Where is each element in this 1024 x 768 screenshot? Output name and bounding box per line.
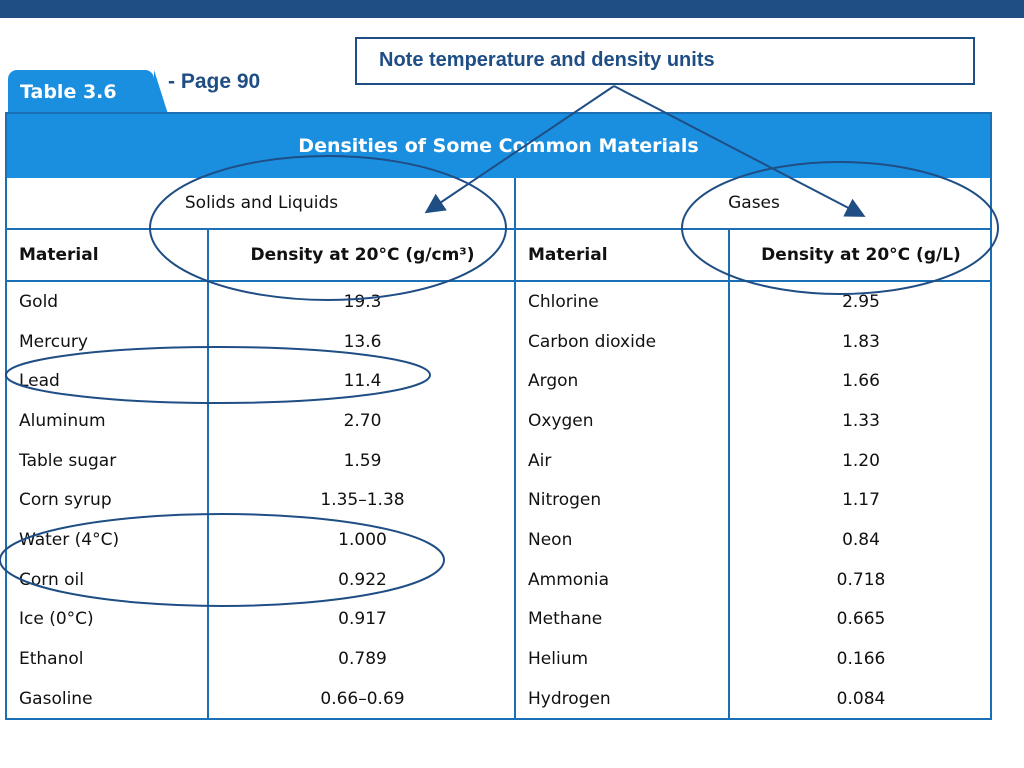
density-solid-cell: 0.789 [208, 639, 516, 679]
density-solid-cell: 1.000 [208, 520, 516, 560]
column-header-row: Material Density at 20°C (g/cm³) Materia… [7, 229, 990, 282]
table-row: Mercury 13.6 Carbon dioxide 1.83 [7, 321, 990, 362]
table-number-tab: Table 3.6 [8, 70, 168, 114]
table-body: Gold 19.3 Chlorine 2.95 Mercury 13.6 Carbon di… [7, 281, 990, 719]
density-gas-cell: 0.718 [836, 569, 886, 590]
table-title: Densities of Some Common Materials [7, 114, 990, 178]
density-gas-cell: 2.95 [842, 291, 880, 312]
density-gas-cell: 0.84 [842, 529, 880, 550]
material-right-cell: Neon [515, 520, 730, 560]
density-solid-cell: 1.59 [208, 440, 516, 481]
density-gas-cell: 0.084 [836, 688, 886, 709]
material-right-cell: Oxygen [515, 401, 730, 441]
material-right-cell: Carbon dioxide [515, 321, 730, 362]
material-left-cell: Gasoline [7, 678, 209, 719]
table-row: Ice (0°C) 0.917 Methane 0.665 [7, 599, 990, 640]
col-material-right: Material [515, 229, 730, 282]
table-row: Table sugar 1.59 Air 1.20 [7, 440, 990, 481]
material-right-cell: Argon [515, 361, 730, 402]
note-box: Note temperature and density units [355, 37, 975, 85]
density-solid-cell: 2.70 [208, 401, 516, 441]
table-row: Gasoline 0.66–0.69 Hydrogen 0.084 [7, 678, 990, 719]
material-left-cell: Corn oil [7, 559, 209, 600]
table-row: Gold 19.3 Chlorine 2.95 [7, 281, 990, 322]
material-right-cell: Chlorine [515, 281, 730, 322]
density-gas-cell: 0.665 [836, 609, 886, 630]
group-header-row: Solids and Liquids Gases [7, 178, 990, 230]
density-gas-cell: 0.166 [836, 649, 886, 670]
group-solids-liquids: Solids and Liquids [7, 178, 516, 230]
table-row: Water (4°C) 1.000 Neon 0.84 [7, 520, 990, 560]
material-left-cell: Lead [7, 361, 209, 402]
material-left-cell: Ethanol [7, 639, 209, 679]
material-left-cell: Ice (0°C) [7, 599, 209, 640]
material-left-cell: Water (4°C) [7, 520, 209, 560]
material-left-cell: Corn syrup [7, 480, 209, 521]
table-row: Ethanol 0.789 Helium 0.166 [7, 639, 990, 679]
material-left-cell: Aluminum [7, 401, 209, 441]
density-solid-cell: 0.922 [208, 559, 516, 600]
density-gas-cell: 1.20 [842, 450, 880, 471]
density-table: Densities of Some Common Materials Solid… [5, 112, 992, 720]
table-row: Corn oil 0.922 Ammonia 0.718 [7, 559, 990, 600]
density-gas-cell: 1.83 [842, 331, 880, 352]
col-density-gases: Density at 20°C (g/L) [729, 229, 990, 282]
material-right-cell: Helium [515, 639, 730, 679]
top-banner [0, 0, 1024, 18]
material-right-cell: Nitrogen [515, 480, 730, 521]
density-solid-cell: 19.3 [208, 281, 516, 322]
table-row: Aluminum 2.70 Oxygen 1.33 [7, 401, 990, 441]
density-data-table: Solids and Liquids Gases Material Densit… [7, 178, 990, 719]
density-solid-cell: 13.6 [208, 321, 516, 362]
density-gas-cell: 1.17 [842, 490, 880, 511]
density-solid-cell: 1.35–1.38 [208, 480, 516, 521]
table-row: Corn syrup 1.35–1.38 Nitrogen 1.17 [7, 480, 990, 521]
col-material-left: Material [7, 229, 209, 282]
material-right-cell: Air [515, 440, 730, 481]
material-left-cell: Gold [7, 281, 209, 322]
density-solid-cell: 0.66–0.69 [208, 678, 516, 719]
table-row: Lead 11.4 Argon 1.66 [7, 361, 990, 402]
material-right-cell: Hydrogen [515, 678, 730, 719]
material-left-cell: Table sugar [7, 440, 209, 481]
col-density-solids: Density at 20°C (g/cm³) [208, 229, 516, 282]
group-gases: Gases [515, 178, 990, 230]
material-right-cell: Ammonia [515, 559, 730, 600]
density-gas-cell: 1.66 [842, 371, 880, 392]
material-left-cell: Mercury [7, 321, 209, 362]
material-right-cell: Methane [515, 599, 730, 640]
density-gas-cell: 1.33 [842, 410, 880, 431]
page-reference: - Page 90 [168, 70, 261, 93]
density-solid-cell: 11.4 [208, 361, 516, 402]
density-solid-cell: 0.917 [208, 599, 516, 640]
